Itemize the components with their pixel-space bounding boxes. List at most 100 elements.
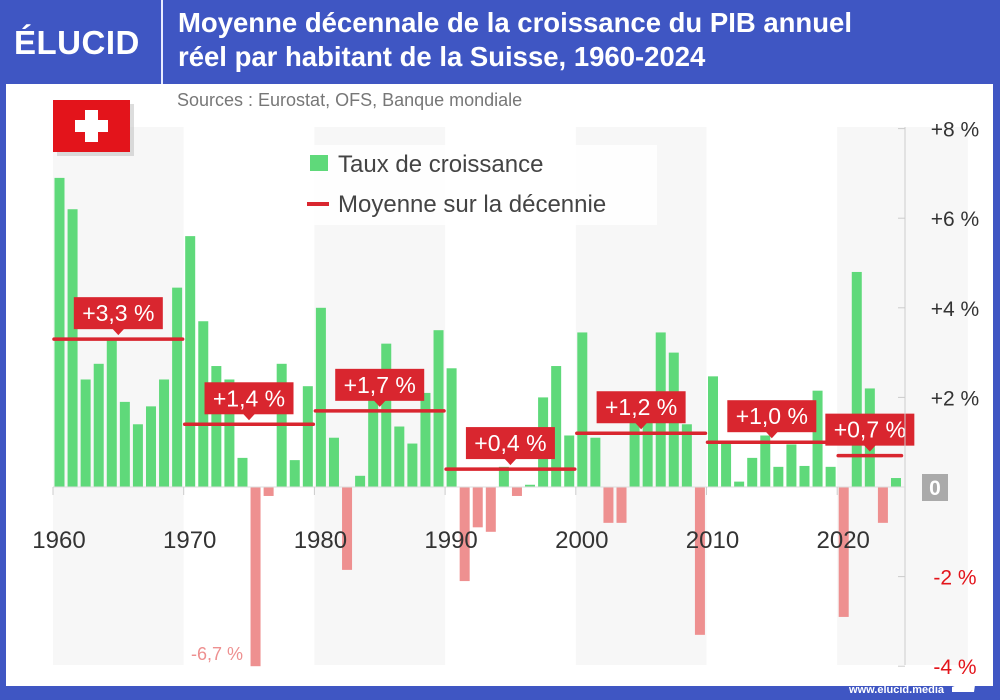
badge-pointer xyxy=(243,413,256,421)
bar-1987 xyxy=(407,443,418,487)
bar-1988 xyxy=(420,392,431,487)
bar-1974 xyxy=(237,457,248,487)
decade-average-badge xyxy=(727,400,817,433)
legend-line-swatch xyxy=(307,202,329,206)
legend-line-label: Moyenne sur la décennie xyxy=(338,191,606,218)
y-tick-label: -2 % xyxy=(933,567,976,590)
badge-pointer xyxy=(635,422,648,430)
bar-1990 xyxy=(446,368,457,487)
bar-1986 xyxy=(394,426,405,487)
bar-1963 xyxy=(93,363,104,487)
x-tick-label: 2000 xyxy=(555,527,608,554)
logo-mark-icon xyxy=(952,678,976,692)
decade-average-badge xyxy=(465,427,555,460)
badge-pointer xyxy=(373,400,386,407)
decade-average-label: +1,4 % xyxy=(213,385,285,411)
bar-2023 xyxy=(877,487,888,523)
badge-pointer xyxy=(112,328,125,336)
bar-2002 xyxy=(603,487,614,523)
bar-1979 xyxy=(302,386,313,487)
y-tick-label: +2 % xyxy=(931,387,979,410)
bar-1980 xyxy=(315,307,326,487)
bar-1970 xyxy=(185,236,196,487)
bar-1999 xyxy=(564,435,575,487)
chart-source: Sources : Eurostat, OFS, Banque mondiale xyxy=(177,90,523,110)
bar-2000 xyxy=(577,332,588,487)
legend-bar-swatch xyxy=(310,155,328,171)
bar-1968 xyxy=(159,379,170,487)
y-tick-label: +8 % xyxy=(931,119,979,142)
decade-average-label: +1,7 % xyxy=(344,372,416,398)
bar-1991 xyxy=(459,487,470,582)
bar-2018 xyxy=(812,390,823,487)
website-url: www.elucid.media xyxy=(849,684,944,696)
bar-1983 xyxy=(355,475,366,487)
bar-1993 xyxy=(485,487,496,532)
bar-2014 xyxy=(760,435,771,487)
bar-2019 xyxy=(825,466,836,487)
title-line-1: Moyenne décennale de la croissance du PI… xyxy=(178,7,852,38)
decade-average-badge xyxy=(596,391,686,424)
bar-2024 xyxy=(890,478,901,487)
bar-1984 xyxy=(368,379,379,487)
y-tick-label: -4 % xyxy=(933,656,976,679)
switzerland-flag xyxy=(53,100,134,156)
bar-2017 xyxy=(799,465,810,487)
decade-average-label: +0,4 % xyxy=(474,430,546,456)
bar-2004 xyxy=(629,406,640,487)
bar-1969 xyxy=(172,287,183,487)
bar-1965 xyxy=(119,401,130,487)
bar-1982 xyxy=(342,487,353,570)
bar-1976 xyxy=(263,487,274,496)
decade-average-label: +3,3 % xyxy=(82,300,154,326)
decade-average-label: +1,2 % xyxy=(605,394,677,420)
x-tick-label: 1970 xyxy=(163,527,216,554)
x-tick-label: 1960 xyxy=(32,527,85,554)
bar-2015 xyxy=(773,466,784,487)
y-tick-label: +6 % xyxy=(931,208,979,231)
min-value-annotation: -6,7 % xyxy=(191,644,243,664)
title-line-2: réel par habitant de la Suisse, 1960-202… xyxy=(178,41,706,72)
bar-1994 xyxy=(498,466,509,487)
bar-2010 xyxy=(708,376,718,487)
bar-1995 xyxy=(511,487,522,496)
bar-1960 xyxy=(54,177,65,487)
bar-1962 xyxy=(80,379,91,487)
x-tick-label: 1980 xyxy=(294,527,347,554)
bar-1966 xyxy=(132,424,143,487)
bar-1971 xyxy=(198,321,209,487)
bar-2005 xyxy=(642,406,653,487)
bar-2013 xyxy=(747,457,758,487)
bar-1967 xyxy=(145,406,156,487)
bar-2009 xyxy=(694,487,705,635)
bar-1989 xyxy=(433,330,444,487)
bar-1964 xyxy=(106,339,117,487)
x-tick-label: 1990 xyxy=(424,527,477,554)
bar-2012 xyxy=(734,481,745,487)
bar-1978 xyxy=(289,460,300,487)
decade-average-label: +0,7 % xyxy=(834,417,906,443)
bar-2016 xyxy=(786,444,797,487)
elucid-logo: ÉLUCID xyxy=(14,24,140,61)
bar-2021 xyxy=(851,271,862,487)
header-divider xyxy=(161,0,163,84)
badge-pointer xyxy=(504,458,517,466)
chart-title: Moyenne décennale de la croissance du PI… xyxy=(178,6,852,74)
y-tick-label: +4 % xyxy=(931,298,979,321)
legend-bars-label: Taux de croissance xyxy=(338,151,543,178)
bar-1992 xyxy=(472,487,483,528)
bar-2011 xyxy=(721,443,732,487)
badge-pointer xyxy=(765,431,778,439)
decade-average-badge xyxy=(335,368,425,401)
legend: Taux de croissance Moyenne sur la décenn… xyxy=(297,145,657,225)
decade-average-badge xyxy=(825,413,915,446)
zero-badge xyxy=(922,474,948,501)
x-tick-label: 2010 xyxy=(686,527,739,554)
bar-1975 xyxy=(250,487,261,667)
x-tick-label: 2020 xyxy=(817,527,870,554)
bar-2003 xyxy=(616,487,627,523)
decade-average-badge xyxy=(204,382,294,415)
bar-1972 xyxy=(211,366,222,487)
bar-1961 xyxy=(67,209,78,488)
